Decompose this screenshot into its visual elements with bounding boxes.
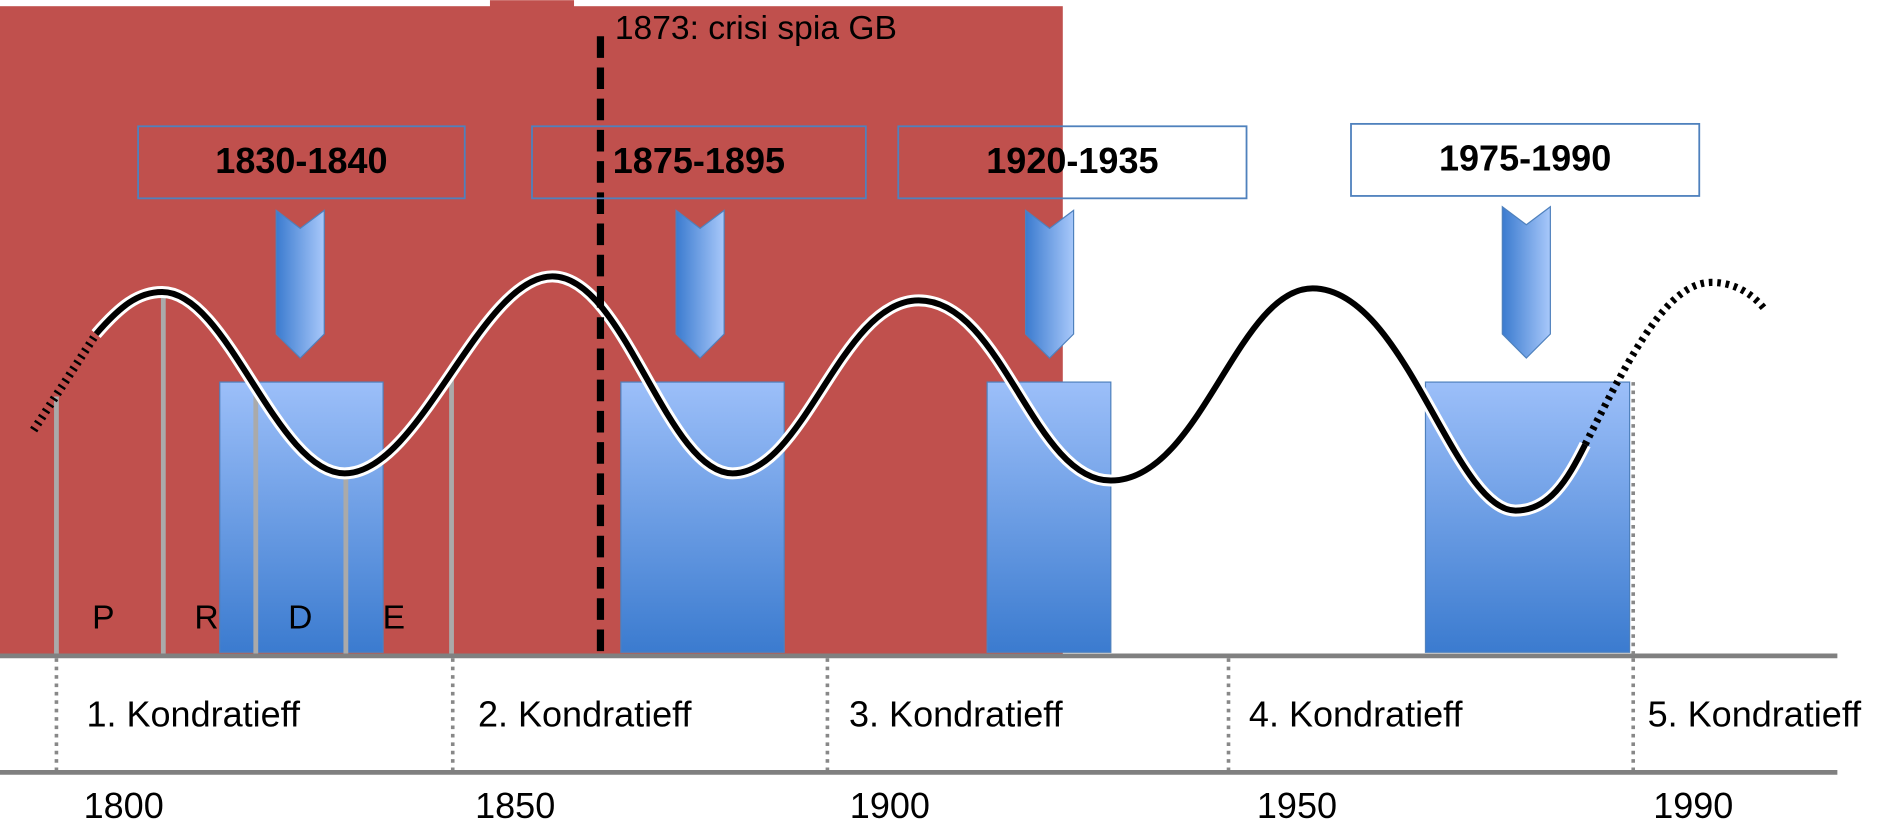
phase-bar: [620, 381, 785, 653]
period-label: 1830-1840: [215, 140, 387, 181]
arrow: [1024, 209, 1075, 359]
wave-label: 5. Kondratieff: [1648, 694, 1863, 735]
annotation: 1873: crisi spia GB: [615, 10, 897, 47]
period-box: [137, 125, 466, 200]
highlight-area: [0, 6, 1063, 655]
year-label: 1900: [850, 785, 930, 826]
phase-label: E: [383, 600, 405, 637]
wave-label: 3. Kondratieff: [849, 694, 1064, 735]
period-box: [897, 125, 1248, 200]
phase-label: P: [92, 600, 114, 637]
period-box: [1350, 122, 1701, 197]
period-boxes: [137, 122, 1701, 200]
phase-label: D: [288, 600, 312, 637]
phase-lines: [54, 292, 454, 655]
phase-bar: [219, 381, 384, 653]
separators: [54, 382, 1636, 770]
arrows: [275, 205, 1551, 359]
phase-bars: [219, 381, 1631, 653]
period-box: [531, 125, 867, 200]
wave-label: 1. Kondratieff: [86, 694, 301, 735]
period-label: 1875-1895: [613, 140, 785, 181]
arrow: [1501, 205, 1551, 359]
phase-label: R: [194, 600, 218, 637]
wave-end: [1581, 278, 1769, 447]
period-label: 1920-1935: [986, 140, 1158, 181]
phase-bar: [986, 381, 1112, 653]
year-label: 1850: [475, 785, 555, 826]
wave-label: 4. Kondratieff: [1249, 694, 1464, 735]
wave-label: 2. Kondratieff: [478, 694, 693, 735]
wave: [30, 270, 1769, 517]
period-label: 1975-1990: [1439, 138, 1611, 179]
wave-line: [93, 273, 1588, 514]
year-label: 1990: [1653, 785, 1733, 826]
year-label: 1800: [84, 785, 164, 826]
wave-start: [30, 331, 100, 433]
arrow: [275, 209, 325, 359]
year-label: 1950: [1257, 785, 1337, 826]
highlight-tab: [489, 0, 575, 8]
arrow: [675, 209, 725, 359]
